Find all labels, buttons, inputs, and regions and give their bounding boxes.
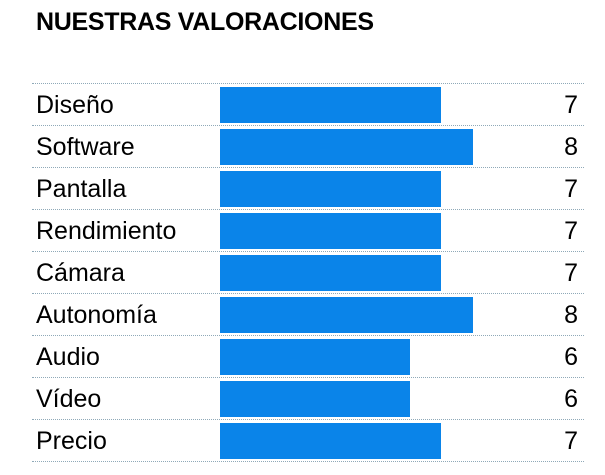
rating-row: Vídeo 6 xyxy=(32,378,584,420)
rating-value: 7 xyxy=(564,427,578,455)
rating-row: Software 8 xyxy=(32,126,584,168)
rating-value: 7 xyxy=(564,217,578,245)
rating-value: 8 xyxy=(564,133,578,161)
category-label: Cámara xyxy=(36,259,125,287)
rating-value: 7 xyxy=(564,259,578,287)
rating-bar xyxy=(220,297,473,333)
rating-row: Autonomía 8 xyxy=(32,294,584,336)
rating-bar xyxy=(220,423,441,459)
rating-row: Rendimiento 7 xyxy=(32,210,584,252)
page-title: NUESTRAS VALORACIONES xyxy=(36,8,374,36)
category-label: Pantalla xyxy=(36,175,127,203)
rating-bar xyxy=(220,213,441,249)
rating-bar xyxy=(220,381,410,417)
category-label: Precio xyxy=(36,427,107,455)
rating-value: 7 xyxy=(564,175,578,203)
rating-value: 6 xyxy=(564,385,578,413)
category-label: Autonomía xyxy=(36,301,157,329)
rating-row: Audio 6 xyxy=(32,336,584,378)
category-label: Software xyxy=(36,133,135,161)
rating-bar xyxy=(220,129,473,165)
rating-row: Diseño 7 xyxy=(32,84,584,126)
rating-value: 8 xyxy=(564,301,578,329)
rating-value: 7 xyxy=(564,91,578,119)
rating-row: Cámara 7 xyxy=(32,252,584,294)
rating-value: 6 xyxy=(564,343,578,371)
rating-bar xyxy=(220,255,441,291)
category-label: Audio xyxy=(36,343,100,371)
category-label: Vídeo xyxy=(36,385,102,413)
category-label: Rendimiento xyxy=(36,217,177,245)
category-label: Diseño xyxy=(36,91,114,119)
rating-bar xyxy=(220,171,441,207)
rating-bar xyxy=(220,87,441,123)
rating-bar xyxy=(220,339,410,375)
rating-row: Precio 7 xyxy=(32,420,584,462)
ratings-bar-chart: Diseño 7 Software 8 Pantalla 7 Rendimiento 7 Cám… xyxy=(32,83,584,462)
rating-row: Pantalla 7 xyxy=(32,168,584,210)
